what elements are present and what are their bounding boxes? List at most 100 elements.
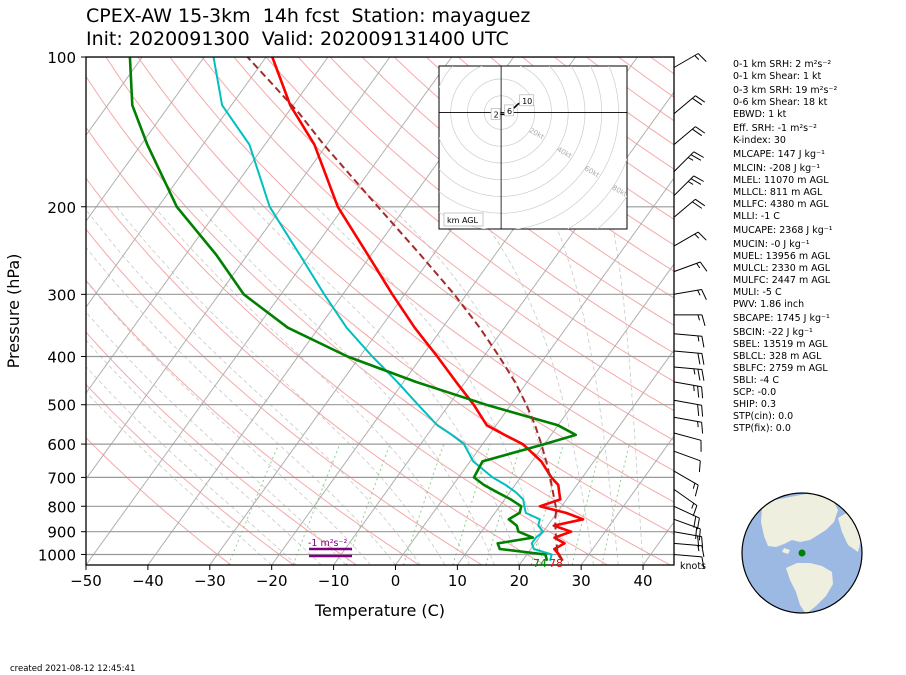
hodograph-units-box (443, 212, 484, 227)
dry-adiabat-line (169, 57, 674, 472)
wind-barb (673, 470, 699, 497)
dry-adiabat-line (297, 57, 674, 354)
x-tick-label: 40 (634, 572, 653, 590)
wind-barb-staff (673, 416, 702, 423)
x-tick-label: −10 (318, 572, 350, 590)
parameter-pwv: PWV: 1.86 inch (733, 299, 805, 310)
wind-barb (673, 95, 706, 115)
wind-barb-staff (673, 542, 702, 547)
globe-island (782, 548, 790, 554)
wind-barb (673, 366, 705, 381)
wind-barb-half-feather (691, 503, 695, 509)
dry-adiabat-line (137, 57, 674, 503)
wind-barb-feather (698, 528, 701, 541)
wind-barb-half-feather (697, 289, 701, 296)
profiles (128, 57, 585, 562)
wind-barb-feather (697, 53, 707, 62)
parameter-stpcin: STP(cin): 0.0 (733, 411, 794, 422)
surface-dewpoint-label: 74 (533, 557, 547, 570)
wind-barb-feather (695, 527, 698, 539)
wind-barb-feather (692, 97, 703, 106)
mixing-ratio-line (601, 443, 630, 565)
wind-barb (673, 350, 705, 365)
wind-barb-staff (673, 554, 702, 558)
wind-barb-feather (701, 369, 705, 381)
chart-title-line1: CPEX-AW 15-3km 14h fcst Station: mayague… (86, 5, 531, 27)
dry-adiabat-line (393, 57, 674, 272)
parameter-ship: SHIP: 0.3 (733, 399, 777, 410)
isotherm-line (333, 91, 674, 565)
wind-barb-staff (673, 505, 700, 519)
wind-barb-staff (673, 381, 702, 388)
wind-barb-staff (673, 231, 699, 247)
wind-barb-feather (692, 201, 703, 209)
station-marker (798, 549, 806, 557)
wind-barb (673, 289, 707, 301)
wind-barbs (673, 53, 708, 569)
isotherm-line (395, 177, 674, 565)
moist-adiabat-line (86, 391, 272, 565)
parameter-shear1: 0-1 km Shear: 1 kt (733, 71, 822, 82)
parameter-list: 0-1 km SRH: 2 m²s⁻² 0-1 km Shear: 1 kt 0-3… (733, 57, 837, 435)
surface-temperature-label: 78 (549, 557, 563, 570)
wind-barb (673, 53, 707, 68)
dry-adiabat-line (361, 57, 674, 299)
wind-barb-feather (701, 422, 704, 434)
x-tick-label: 20 (510, 572, 529, 590)
wind-barb-staff (673, 518, 701, 530)
parameter-srh3: 0-3 km SRH: 19 m²s⁻² (733, 85, 838, 96)
wind-barb-feather (693, 516, 697, 528)
y-tick-label: 100 (47, 49, 76, 67)
parameter-muli: MULI: -5 C (733, 287, 782, 298)
wind-barb (673, 488, 698, 517)
wind-barb-feather (695, 95, 706, 103)
wind-barb (673, 175, 704, 197)
y-tick-label: 300 (47, 286, 76, 304)
mixing-ratio-line (403, 443, 445, 565)
hodograph-height-box (504, 104, 514, 117)
x-tick-label: 0 (391, 572, 401, 590)
dry-adiabat-line (86, 228, 483, 565)
x-tick-label: −20 (256, 572, 288, 590)
wind-barb-half-feather (687, 157, 694, 161)
parcel-profile-line (246, 57, 564, 562)
parameter-mllfc: MLLFC: 4380 m AGL (733, 199, 829, 210)
parameter-mucin: MUCIN: -0 J kg⁻¹ (733, 239, 810, 250)
srh-annotation: -1 m²s⁻² (308, 538, 348, 549)
parameter-scp: SCP: -0.0 (733, 387, 777, 398)
wind-barb (673, 542, 705, 558)
parameter-mlcin: MLCIN: -208 J kg⁻¹ (733, 163, 821, 174)
wind-barb (673, 399, 704, 417)
hodograph-height-label: 10 (522, 97, 532, 106)
wind-barb-half-feather (696, 263, 701, 269)
moist-adiabat-line (86, 208, 421, 565)
moist-adiabat-line (472, 206, 594, 565)
wind-barb (673, 416, 704, 434)
isotherm-line (86, 57, 453, 565)
wind-barb (673, 381, 704, 399)
isotherm-line (86, 57, 267, 308)
parameter-effsrh: Eff. SRH: -1 m²s⁻² (733, 123, 817, 134)
moist-adiabat-line (608, 206, 644, 565)
wind-barb-staff (673, 350, 702, 354)
y-tick-label: 800 (47, 498, 76, 516)
wind-barb-feather (701, 314, 706, 327)
wind-barb-staff (673, 366, 702, 370)
wind-barb-staff (673, 126, 696, 145)
dry-adiabat-line (201, 57, 674, 442)
x-tick-label: 10 (448, 572, 467, 590)
wind-barb (673, 333, 705, 348)
x-axis-label: Temperature (C) (314, 601, 445, 620)
wind-barb-feather (697, 404, 700, 416)
x-tick-label: −50 (70, 572, 102, 590)
wind-barb-half-feather (697, 335, 700, 342)
hodograph-height-label: 6 (507, 107, 512, 116)
parameter-sbcin: SBCIN: -22 J kg⁻¹ (733, 327, 813, 338)
parameter-sblfc: SBLFC: 2759 m AGL (733, 363, 828, 374)
y-tick-label: 900 (47, 524, 76, 542)
wind-barb-feather (697, 353, 701, 365)
parameter-sbel: SBEL: 13519 m AGL (733, 339, 828, 350)
globe-north-america (761, 494, 838, 547)
wind-barb (673, 518, 701, 541)
